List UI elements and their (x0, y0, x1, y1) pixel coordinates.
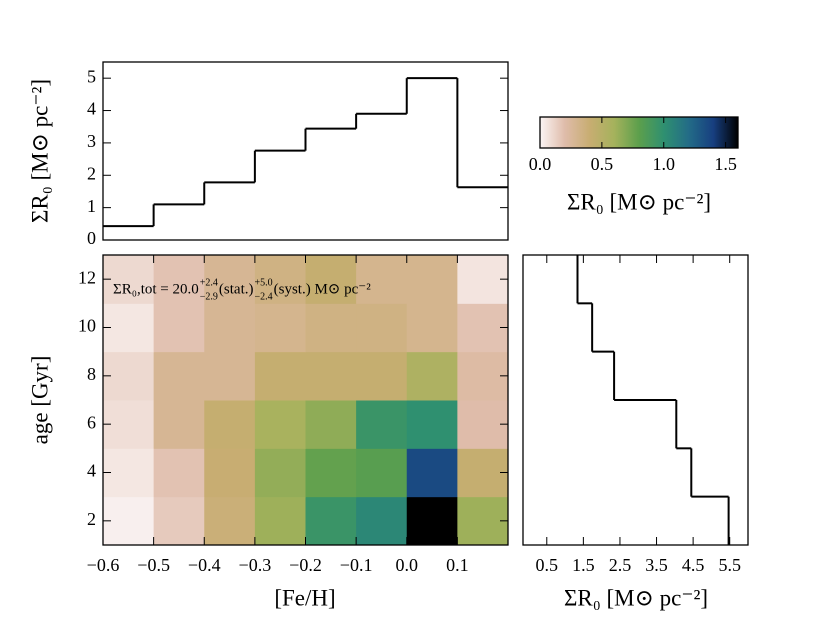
heatmap-cell (305, 400, 357, 449)
axes-frame (522, 254, 749, 546)
heatmap-cell (103, 255, 155, 304)
heatmap-cell (254, 351, 306, 401)
annotation: +5.0 (254, 277, 272, 288)
colorbar-tick-label: 0.5 (591, 154, 614, 174)
heatmap-cell (153, 448, 205, 498)
y-tick-label: 3 (87, 131, 96, 151)
y-tick-label: 0 (87, 228, 96, 248)
heatmap-cell (356, 400, 408, 449)
x-tick-label: −0.3 (239, 555, 272, 575)
heatmap-cell (457, 496, 509, 546)
y-tick-label: 4 (87, 99, 96, 119)
heatmap-cell (305, 303, 357, 353)
heatmap-cell (153, 303, 205, 353)
heatmap-cell (406, 303, 458, 353)
heatmap-cell (103, 496, 155, 546)
x-tick-label: 3.5 (645, 555, 668, 575)
x-tick-label: −0.6 (87, 555, 120, 575)
heatmap-cell (356, 351, 408, 401)
heatmap-cell (305, 255, 357, 304)
heatmap-cell (153, 255, 205, 304)
heatmap-cell (204, 303, 256, 353)
axes-frame (102, 254, 509, 546)
heatmap-cell (406, 255, 458, 304)
heatmap-cell (153, 496, 205, 546)
heatmap-cell (254, 496, 306, 546)
heatmap-cell (305, 496, 357, 546)
x-tick-label: −0.4 (188, 555, 221, 575)
heatmap-cell (254, 400, 306, 449)
heatmap-cell (254, 255, 306, 304)
colorbar-tick-label: 0.0 (529, 154, 552, 174)
heatmap-cell (103, 351, 155, 401)
y-axis-label: ΣR₀ [M⊙ pc⁻²] (27, 79, 52, 223)
heatmap-cell (204, 351, 256, 401)
heatmap-cell (356, 303, 408, 353)
y-tick-label: 6 (87, 412, 96, 432)
heatmap-cell (406, 400, 458, 449)
heatmap-cell (457, 351, 509, 401)
heatmap-cell (103, 448, 155, 498)
heatmap-cell (153, 400, 205, 449)
heatmap-cell (153, 351, 205, 401)
heatmap-cell (204, 496, 256, 546)
annotation: (stat.) (219, 281, 254, 297)
x-tick-label: 4.5 (682, 555, 705, 575)
heatmap-cell (305, 351, 357, 401)
heatmap-cell (406, 351, 458, 401)
y-tick-label: 12 (78, 267, 96, 287)
x-tick-label: 0.5 (536, 555, 559, 575)
heatmap-cell (103, 303, 155, 353)
heatmap-cell (356, 255, 408, 304)
annotation: +2.4 (200, 277, 218, 288)
y-tick-label: 5 (87, 66, 96, 86)
heatmap-cell (457, 255, 509, 304)
x-axis-label: ΣR₀ [M⊙ pc⁻²] (564, 585, 708, 610)
y-tick-label: 2 (87, 163, 96, 183)
x-tick-label: −0.1 (340, 555, 373, 575)
heatmap-cell (254, 303, 306, 353)
annotation: (syst.) M⊙ pc⁻² (274, 281, 372, 297)
heatmap-cell (406, 496, 458, 546)
x-tick-label: 2.5 (609, 555, 632, 575)
heatmap-cell (204, 400, 256, 449)
heatmap-cell (457, 400, 509, 449)
colorbar-label: ΣR₀ [M⊙ pc⁻²] (567, 189, 711, 214)
heatmap-cell (305, 448, 357, 498)
y-tick-label: 1 (87, 196, 96, 216)
x-tick-label: 1.5 (572, 555, 595, 575)
x-tick-label: 0.1 (446, 555, 469, 575)
heatmap-cell (356, 496, 408, 546)
heatmap-cell (356, 448, 408, 498)
heatmap-cell (103, 400, 155, 449)
y-tick-label: 8 (87, 364, 96, 384)
y-tick-label: 2 (87, 509, 96, 529)
heatmap-cell (204, 255, 256, 304)
colorbar-tick-label: 1.0 (653, 154, 676, 174)
annotation: ΣR₀,tot = 20.0 (113, 281, 199, 297)
y-axis-label: age [Gyr] (27, 356, 52, 445)
x-axis-label: [Fe/H] (274, 585, 335, 610)
colorbar (539, 116, 739, 149)
y-tick-label: 10 (78, 316, 96, 336)
colorbar-tick-label: 1.5 (714, 154, 737, 174)
x-tick-label: −0.2 (289, 555, 322, 575)
heatmap-cell (406, 448, 458, 498)
annotation: −2.4 (254, 291, 272, 302)
heatmap-cell (254, 448, 306, 498)
axes-frame (102, 61, 509, 241)
x-tick-label: 0.0 (396, 555, 419, 575)
heatmap-cell (457, 303, 509, 353)
y-tick-label: 4 (87, 461, 96, 481)
heatmap-cell (457, 448, 509, 498)
heatmap-cell (204, 448, 256, 498)
annotation: −2.9 (200, 291, 218, 302)
x-tick-label: 5.5 (718, 555, 741, 575)
x-tick-label: −0.5 (137, 555, 170, 575)
